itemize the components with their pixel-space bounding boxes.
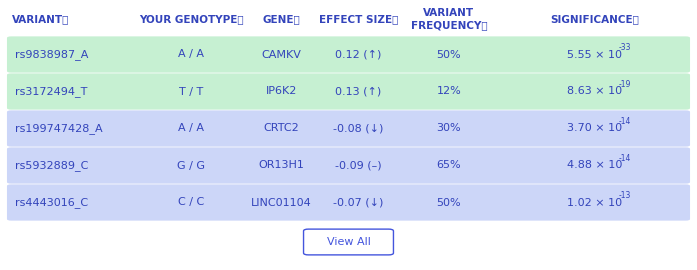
Text: 5.55 × 10: 5.55 × 10 bbox=[567, 49, 622, 59]
Text: 5.55 × 10: 5.55 × 10 bbox=[567, 49, 622, 59]
Text: -0.09 (–): -0.09 (–) bbox=[335, 160, 381, 170]
Text: 1.02 × 10: 1.02 × 10 bbox=[567, 197, 622, 208]
Text: View All: View All bbox=[327, 237, 370, 247]
Text: C / C: C / C bbox=[178, 197, 204, 208]
Text: 0.13 (↑): 0.13 (↑) bbox=[335, 86, 381, 96]
Text: rs199747428_A: rs199747428_A bbox=[15, 123, 103, 134]
Text: rs4443016_C: rs4443016_C bbox=[15, 197, 89, 208]
Text: -14: -14 bbox=[619, 154, 631, 163]
Text: CRTC2: CRTC2 bbox=[263, 123, 300, 133]
Text: 50%: 50% bbox=[436, 197, 461, 208]
Text: -0.08 (↓): -0.08 (↓) bbox=[333, 123, 383, 133]
Text: LINC01104: LINC01104 bbox=[251, 197, 312, 208]
Text: SIGNIFICANCEⓘ: SIGNIFICANCEⓘ bbox=[550, 14, 638, 24]
Text: VARIANT
FREQUENCYⓘ: VARIANT FREQUENCYⓘ bbox=[411, 8, 487, 30]
Text: EFFECT SIZEⓘ: EFFECT SIZEⓘ bbox=[319, 14, 398, 24]
Text: -0.07 (↓): -0.07 (↓) bbox=[333, 197, 383, 208]
Text: GENEⓘ: GENEⓘ bbox=[263, 14, 300, 24]
Text: rs3172494_T: rs3172494_T bbox=[15, 86, 88, 97]
FancyBboxPatch shape bbox=[7, 73, 690, 110]
Text: OR13H1: OR13H1 bbox=[259, 160, 305, 170]
Text: -13: -13 bbox=[619, 191, 631, 200]
Text: IP6K2: IP6K2 bbox=[266, 86, 298, 96]
FancyBboxPatch shape bbox=[7, 36, 690, 73]
Text: -14: -14 bbox=[619, 117, 631, 126]
Text: G / G: G / G bbox=[177, 160, 205, 170]
Text: T / T: T / T bbox=[179, 86, 203, 96]
Text: A / A: A / A bbox=[178, 123, 204, 133]
Text: 4.88 × 10: 4.88 × 10 bbox=[567, 160, 622, 170]
FancyBboxPatch shape bbox=[7, 184, 690, 221]
Text: YOUR GENOTYPEⓘ: YOUR GENOTYPEⓘ bbox=[139, 14, 243, 24]
Text: 12%: 12% bbox=[436, 86, 461, 96]
Text: CAMKV: CAMKV bbox=[261, 49, 302, 59]
Text: A / A: A / A bbox=[178, 49, 204, 59]
FancyBboxPatch shape bbox=[304, 229, 393, 255]
Text: VARIANTⓘ: VARIANTⓘ bbox=[12, 14, 69, 24]
Text: 8.63 × 10: 8.63 × 10 bbox=[567, 86, 622, 96]
Text: 3.70 × 10: 3.70 × 10 bbox=[567, 123, 622, 133]
Text: rs5932889_C: rs5932889_C bbox=[15, 160, 89, 171]
Text: -19: -19 bbox=[619, 80, 631, 89]
FancyBboxPatch shape bbox=[7, 110, 690, 147]
Text: 30%: 30% bbox=[436, 123, 461, 133]
FancyBboxPatch shape bbox=[7, 147, 690, 184]
Text: -33: -33 bbox=[619, 43, 631, 52]
Text: 4.88 × 10: 4.88 × 10 bbox=[567, 160, 622, 170]
Text: 65%: 65% bbox=[436, 160, 461, 170]
Text: 0.12 (↑): 0.12 (↑) bbox=[335, 49, 381, 59]
Text: 3.70 × 10: 3.70 × 10 bbox=[567, 123, 622, 133]
Text: 50%: 50% bbox=[436, 49, 461, 59]
Text: 1.02 × 10: 1.02 × 10 bbox=[567, 197, 622, 208]
Text: 8.63 × 10: 8.63 × 10 bbox=[567, 86, 622, 96]
Text: rs9838987_A: rs9838987_A bbox=[15, 49, 89, 60]
